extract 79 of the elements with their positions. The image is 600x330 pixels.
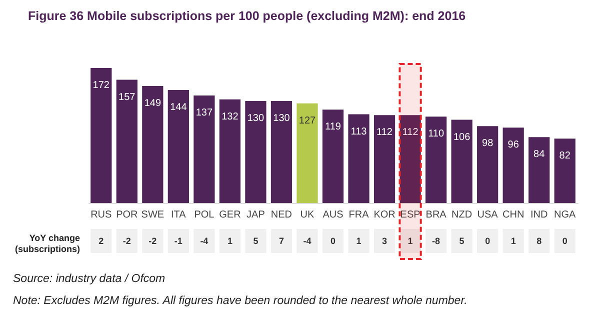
- x-tick-label: RUS: [90, 210, 112, 220]
- data-label: 130: [273, 112, 290, 124]
- text: 1: [510, 236, 516, 246]
- x-tick-label: ESP: [400, 210, 421, 220]
- data-label: 84: [534, 149, 546, 160]
- text: 7: [278, 236, 284, 246]
- bar: [142, 86, 164, 203]
- x-tick-label: KOR: [374, 210, 396, 220]
- chart-title: Figure 36 Mobile subscriptions per 100 people (excluding M2M): end 2016: [28, 9, 466, 23]
- source-note: Source: industry data / Ofcom: [13, 273, 166, 285]
- text: 8: [536, 236, 542, 246]
- x-tick-label: NGA: [554, 210, 576, 220]
- bar: [245, 100, 266, 203]
- data-label: 112: [402, 127, 419, 138]
- text: 5: [459, 236, 464, 246]
- data-label: 132: [222, 111, 239, 122]
- text: 1: [227, 236, 232, 246]
- text: 3: [382, 236, 388, 246]
- bar: [374, 115, 396, 203]
- x-tick-label: AUS: [322, 210, 344, 220]
- bar: [116, 80, 138, 203]
- text: 0: [330, 236, 336, 246]
- data-label: 110: [428, 128, 444, 140]
- data-label: 119: [325, 122, 342, 133]
- text: -2: [148, 236, 157, 246]
- bar: [90, 68, 112, 203]
- data-label: 82: [559, 150, 571, 162]
- text: Note: Excludes M2M figures. All figures have been rounded to the nearest whole number.: [13, 295, 468, 307]
- data-label: 113: [350, 126, 368, 138]
- bar: [451, 120, 472, 203]
- data-label: 127: [298, 115, 316, 126]
- bar: [528, 137, 550, 203]
- x-tick-label: FRA: [348, 210, 370, 220]
- text: 2: [98, 236, 104, 246]
- bar: [194, 95, 215, 203]
- x-tick-label: IND: [530, 210, 548, 220]
- data-label: 106: [453, 132, 471, 143]
- text: 1: [356, 236, 362, 246]
- data-label: 98: [482, 138, 494, 150]
- data-label: 112: [376, 127, 393, 138]
- x-tick-label: ITA: [171, 210, 186, 220]
- bar: [219, 99, 241, 203]
- text: -4: [200, 236, 208, 246]
- data-label: 130: [247, 112, 264, 124]
- x-tick-label: BRA: [426, 210, 447, 220]
- text: 0: [562, 236, 568, 246]
- bar: [425, 116, 447, 203]
- x-tick-label: UK: [300, 210, 315, 220]
- data-label: 137: [196, 107, 213, 118]
- text: -2: [122, 236, 131, 246]
- bar: [502, 128, 524, 203]
- data-label: 149: [144, 98, 162, 110]
- text: -4: [303, 236, 312, 246]
- x-tick-label: GER: [219, 210, 241, 220]
- x-tick-label: CHN: [502, 210, 524, 220]
- text: -1: [174, 236, 182, 246]
- bar: [477, 126, 498, 203]
- text: 1: [408, 236, 413, 246]
- x-tick-label: POL: [194, 210, 215, 220]
- text: 5: [253, 236, 258, 246]
- data-label: 157: [118, 92, 136, 103]
- x-tick-label: USA: [477, 210, 498, 220]
- x-tick-label: NZD: [452, 210, 472, 220]
- text: -8: [432, 236, 440, 246]
- x-tick-label: POR: [116, 210, 138, 220]
- x-tick-label: SWE: [141, 210, 164, 220]
- x-tick-label: NED: [270, 210, 292, 220]
- bar: [296, 103, 318, 203]
- bar: [554, 138, 576, 203]
- text: YoY change (subscriptions): [14, 233, 80, 254]
- data-label: 96: [508, 140, 520, 151]
- data-label: 172: [92, 80, 110, 91]
- bar: [348, 114, 370, 203]
- bar: [322, 110, 344, 203]
- x-tick-label: JAP: [246, 210, 266, 220]
- bar: [168, 90, 189, 203]
- text: 0: [485, 236, 490, 246]
- bar: [270, 100, 292, 203]
- data-label: 144: [170, 102, 188, 113]
